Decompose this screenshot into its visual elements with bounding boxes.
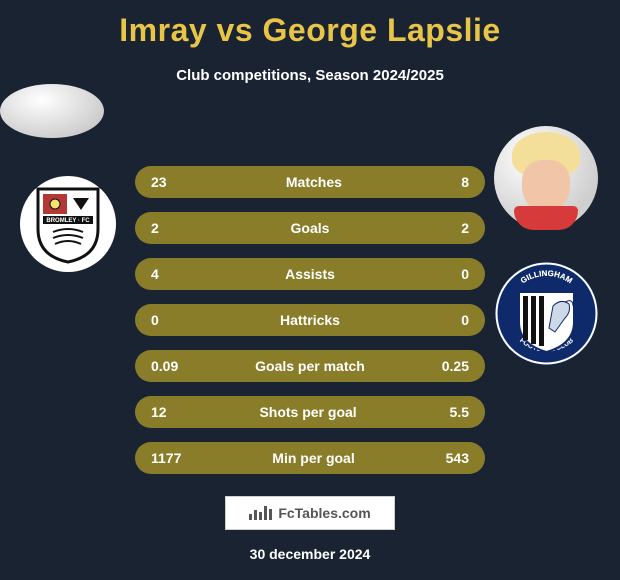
- stat-left-value: 12: [151, 404, 167, 420]
- stat-row: 1177 Min per goal 543: [135, 442, 485, 474]
- stat-left-value: 23: [151, 174, 167, 190]
- date-text: 30 december 2024: [0, 546, 620, 562]
- stat-row: 23 Matches 8: [135, 166, 485, 198]
- bars-icon: [249, 506, 272, 520]
- right-club-badge: GILLINGHAM GILLINGHAM FOOTBALL CLUB: [495, 262, 598, 365]
- subtitle: Club competitions, Season 2024/2025: [0, 67, 620, 84]
- stat-right-value: 543: [446, 450, 469, 466]
- stat-right-value: 0: [461, 266, 469, 282]
- stat-row: 0.09 Goals per match 0.25: [135, 350, 485, 382]
- stat-label: Matches: [286, 174, 342, 190]
- stat-label: Min per goal: [272, 450, 354, 466]
- stat-label: Hattricks: [280, 312, 340, 328]
- bromley-crest-icon: BROMLEY · FC: [33, 184, 103, 264]
- svg-text:BROMLEY · FC: BROMLEY · FC: [46, 218, 90, 224]
- stat-row: 4 Assists 0: [135, 258, 485, 290]
- source-logo: FcTables.com: [225, 496, 395, 530]
- stat-left-value: 0.09: [151, 358, 178, 374]
- left-club-badge: BROMLEY · FC: [20, 176, 116, 272]
- left-player-avatar: [0, 84, 104, 138]
- stat-right-value: 0.25: [442, 358, 469, 374]
- stat-left-value: 4: [151, 266, 159, 282]
- stat-left-value: 0: [151, 312, 159, 328]
- stat-right-value: 8: [461, 174, 469, 190]
- stat-row: 2 Goals 2: [135, 212, 485, 244]
- stat-left-value: 2: [151, 220, 159, 236]
- right-player-avatar: [494, 126, 598, 230]
- page-title: Imray vs George Lapslie: [0, 0, 620, 49]
- stat-left-value: 1177: [151, 450, 181, 466]
- source-logo-text: FcTables.com: [278, 505, 370, 521]
- stat-row: 12 Shots per goal 5.5: [135, 396, 485, 428]
- stat-label: Shots per goal: [259, 404, 356, 420]
- stat-label: Assists: [285, 266, 335, 282]
- gillingham-crest-icon: GILLINGHAM GILLINGHAM FOOTBALL CLUB: [495, 262, 598, 365]
- stat-label: Goals: [291, 220, 330, 236]
- stat-right-value: 2: [461, 220, 469, 236]
- stat-right-value: 0: [461, 312, 469, 328]
- stat-label: Goals per match: [255, 358, 365, 374]
- stat-row: 0 Hattricks 0: [135, 304, 485, 336]
- stat-right-value: 5.5: [450, 404, 469, 420]
